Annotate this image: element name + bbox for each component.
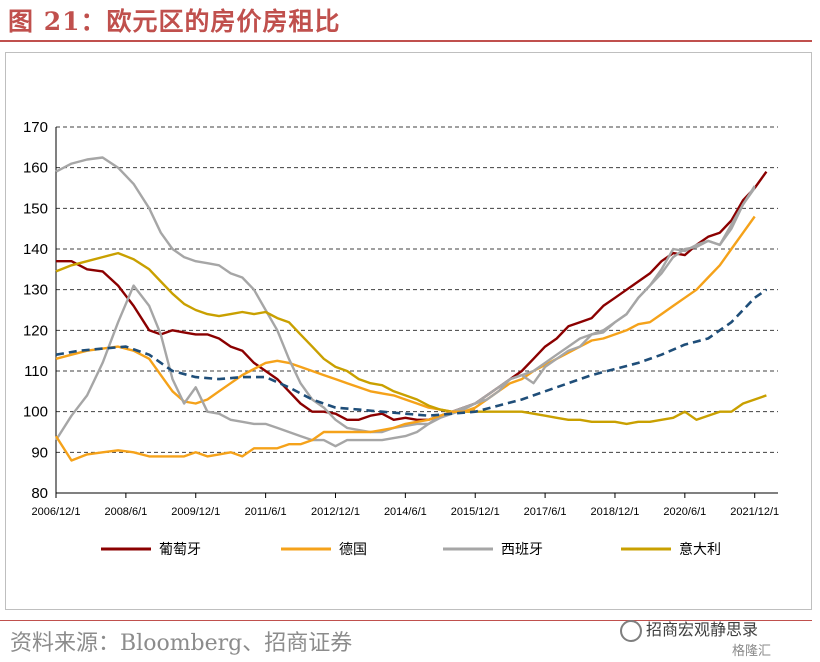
- x-tick-label: 2015/12/1: [451, 506, 500, 518]
- series-line-3: [54, 185, 756, 448]
- x-tick-label: 2020/6/1: [663, 506, 706, 518]
- x-tick-label: 2006/12/1: [32, 506, 81, 518]
- x-tick-label: 2008/6/1: [104, 506, 147, 518]
- y-tick-label: 120: [23, 322, 48, 339]
- x-tick-label: 2011/6/1: [245, 506, 287, 518]
- series-line-4: [55, 251, 767, 426]
- watermark: 招商宏观静思录: [620, 616, 758, 642]
- watermark-text: 招商宏观静思录: [646, 620, 759, 639]
- legend-label: 德国: [339, 542, 367, 558]
- x-tick-label: 2021/12/1: [730, 506, 779, 518]
- y-tick-label: 110: [24, 363, 48, 380]
- legend-label: 葡萄牙: [159, 542, 201, 558]
- figure-title: 图 21：欧元区的房价房租比: [8, 7, 341, 36]
- x-tick-label: 2018/12/1: [590, 506, 639, 518]
- y-tick-label: 130: [23, 282, 48, 299]
- series-line-2: [55, 156, 756, 434]
- line-chart: 80 90 100 110 120 130 140 150 160 170 2006/12/1 200…: [23, 119, 779, 558]
- chart-frame: 80 90 100 110 120 130 140 150 160 170 2006/12/1 200…: [5, 52, 812, 610]
- series-line-6: [55, 288, 768, 417]
- wechat-icon: [620, 619, 642, 642]
- y-tick-label: 170: [23, 119, 48, 136]
- series-line-5: [54, 408, 476, 462]
- x-tick-label: 2009/12/1: [171, 506, 220, 518]
- y-tick-label: 160: [23, 160, 48, 177]
- y-tick-label: 150: [23, 200, 48, 217]
- watermark-secondary: 格隆汇: [732, 644, 772, 659]
- title-divider: [0, 40, 812, 42]
- legend-label: 西班牙: [501, 542, 543, 558]
- y-tick-label: 100: [23, 404, 48, 421]
- legend-label: 意大利: [679, 541, 721, 558]
- footer-divider: [0, 620, 812, 621]
- x-tick-label: 2017/6/1: [524, 506, 567, 518]
- series-line-0: [56, 171, 768, 421]
- x-tick-label: 2014/6/1: [384, 506, 427, 518]
- x-tick-label: 2012/12/1: [311, 506, 360, 518]
- series-line-1: [55, 215, 756, 413]
- y-tick-label: 80: [31, 485, 48, 502]
- y-tick-label: 140: [23, 241, 48, 258]
- source-note: 资料来源：Bloomberg、招商证券: [10, 631, 353, 656]
- y-tick-label: 90: [31, 444, 48, 461]
